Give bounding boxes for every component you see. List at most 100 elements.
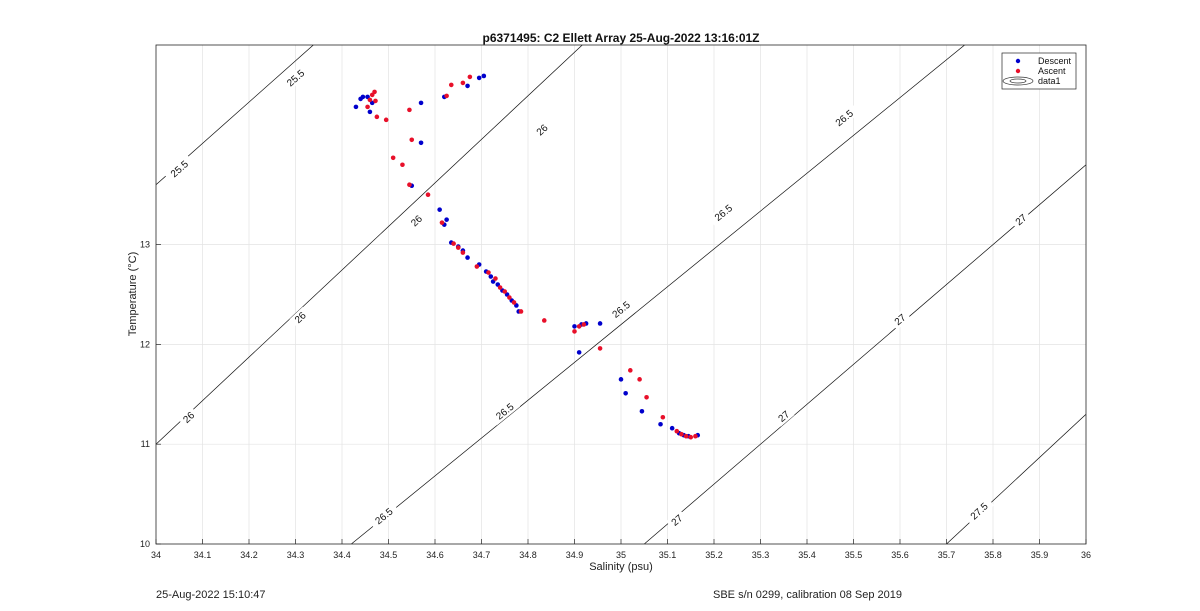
ascent-point: [637, 377, 642, 382]
ascent-point: [572, 329, 577, 334]
descent-point: [444, 217, 449, 222]
x-tick-label: 35.9: [1031, 550, 1049, 560]
descent-point: [488, 274, 494, 279]
ascent-point: [518, 309, 524, 314]
contour-label-bg: [531, 119, 553, 141]
x-tick-label: 34.3: [287, 550, 305, 560]
descent-point: [360, 94, 366, 100]
contour-label-bg: [280, 63, 311, 93]
contour-label-bg: [164, 154, 195, 184]
contour-label-bg: [605, 295, 637, 324]
descent-point: [418, 140, 424, 146]
ascent-point: [576, 324, 582, 329]
x-tick-label: 34.2: [240, 550, 258, 560]
contour-label-bg: [177, 406, 200, 428]
y-axis-ticks: 10 11 12 13: [140, 240, 161, 549]
ascent-point: [425, 192, 431, 197]
ascent-point: [674, 428, 680, 434]
ascent-point: [683, 433, 689, 439]
contour-label-bg: [368, 501, 400, 531]
ascent-point: [502, 289, 508, 294]
x-tick-label: 34.9: [566, 550, 584, 560]
contour-label-bg: [405, 210, 428, 232]
ascent-point: [467, 74, 473, 80]
x-tick-label: 35.2: [705, 550, 723, 560]
x-tick-label: 35.6: [891, 550, 909, 560]
ascent-point: [390, 155, 396, 161]
ascent-point: [407, 182, 412, 188]
contour-label-bg: [489, 397, 521, 426]
legend-label-ascent: Ascent: [1038, 66, 1066, 76]
ascent-point: [688, 434, 694, 440]
ascent-point: [444, 93, 449, 99]
descent-point: [658, 421, 663, 427]
x-tick-label: 35.7: [938, 550, 956, 560]
descent-point: [465, 83, 470, 89]
x-tick-label: 35.1: [659, 550, 677, 560]
ascent-point: [660, 414, 666, 420]
ascent-point: [455, 245, 461, 250]
contour-label-bg: [1010, 209, 1032, 231]
ascent-point: [493, 276, 498, 281]
footer-calibration: SBE s/n 0299, calibration 08 Sep 2019: [713, 589, 902, 601]
y-tick-label: 10: [140, 539, 150, 549]
x-tick-label: 34.8: [519, 550, 537, 560]
ascent-point: [541, 318, 547, 323]
ascent-point: [644, 394, 649, 400]
density-contour-line: [644, 164, 1086, 544]
x-tick-label: 34.5: [380, 550, 398, 560]
descent-point: [618, 377, 624, 382]
descent-point: [476, 75, 482, 81]
ascent-point: [451, 241, 456, 246]
descent-point: [597, 321, 603, 326]
x-tick-label: 34.1: [194, 550, 212, 560]
ascent-point: [439, 220, 445, 225]
contour-label-bg: [666, 509, 688, 531]
y-axis-label: Temperature (°C): [127, 252, 139, 336]
ascent-point: [511, 300, 517, 305]
legend-label-data1: data1: [1038, 76, 1061, 86]
ascent-point: [460, 250, 466, 255]
data-points: [353, 73, 701, 440]
legend-marker-ascent: [1015, 68, 1021, 74]
legend-marker-data1-inner: [1009, 78, 1027, 84]
x-tick-label: 35.4: [798, 550, 816, 560]
y-tick-label: 12: [140, 339, 150, 349]
density-contour-line: [351, 45, 966, 544]
ascent-point: [367, 97, 373, 103]
contour-label-bg: [707, 198, 739, 227]
x-tick-label: 35: [616, 550, 626, 560]
descent-point: [669, 425, 675, 431]
ascent-point: [693, 433, 698, 439]
ascent-point: [474, 264, 480, 269]
x-axis-label: Salinity (psu): [589, 561, 653, 573]
contour-label-bg: [773, 405, 795, 427]
x-tick-label: 35.5: [845, 550, 863, 560]
chart-title: p6371495: C2 Ellett Array 25-Aug-2022 13…: [482, 31, 759, 45]
ascent-point: [407, 107, 412, 113]
legend-marker-data1-outer: [1002, 76, 1034, 86]
ascent-point: [679, 431, 684, 437]
ascent-point: [448, 82, 454, 88]
legend-label-descent: Descent: [1038, 56, 1072, 66]
x-tick-label: 35.3: [752, 550, 770, 560]
ascent-point: [383, 117, 389, 123]
legend-marker-descent: [1015, 58, 1021, 64]
ascent-point: [507, 295, 512, 300]
descent-point: [572, 324, 577, 329]
descent-point: [437, 207, 442, 212]
descent-point: [481, 73, 487, 79]
x-tick-label: 34.6: [426, 550, 444, 560]
ascent-point: [409, 137, 415, 143]
y-tick-label: 13: [140, 240, 150, 250]
x-tick-label: 34: [151, 550, 161, 560]
descent-point: [353, 104, 359, 110]
ascent-point: [486, 270, 491, 275]
descent-point: [418, 100, 424, 106]
x-tick-label: 35.8: [984, 550, 1002, 560]
ascent-point: [400, 162, 405, 168]
descent-point: [367, 109, 373, 115]
contour-label-bg: [889, 309, 911, 330]
ascent-point: [597, 346, 603, 351]
